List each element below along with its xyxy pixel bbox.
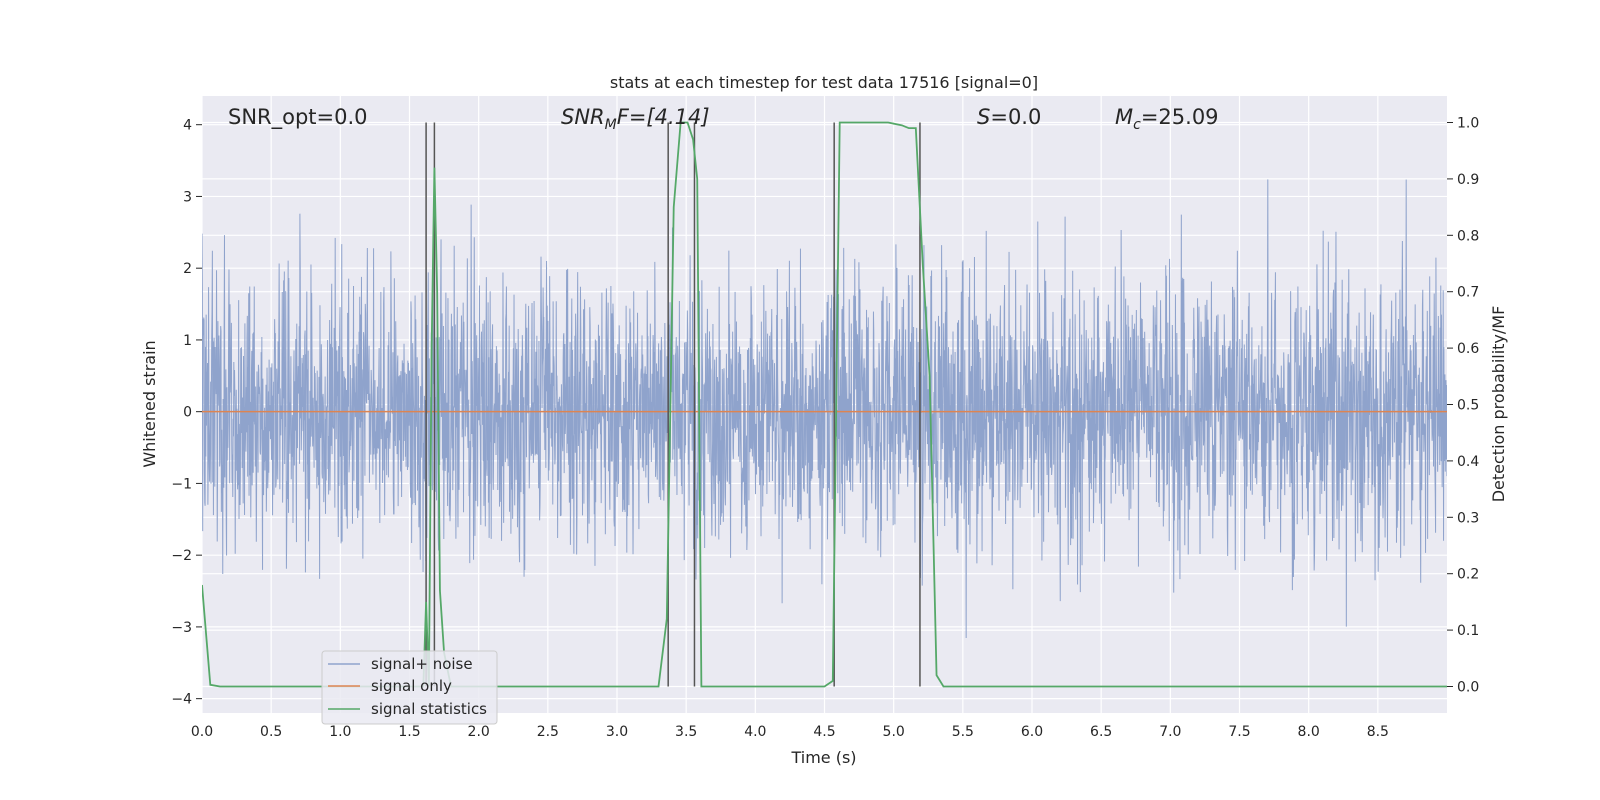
x-tick-label: 3.0 <box>606 724 628 740</box>
annotation-mc-main: M <box>1115 105 1133 129</box>
legend-label-signal-statistics: signal statistics <box>371 700 487 718</box>
y-left-tick-label: −1 <box>171 476 192 492</box>
chart-title: stats at each timestep for test data 175… <box>610 73 1038 92</box>
x-tick-label: 0.5 <box>260 724 282 740</box>
y-right-tick-label: 0.6 <box>1457 341 1479 357</box>
y-right-axis-ticks: 1.0 0.9 0.8 0.7 0.6 0.5 0.4 0.3 0.2 0.1 0.0 <box>1447 116 1479 695</box>
x-tick-label: 1.5 <box>398 724 420 740</box>
annotation-snr-mf-main: SNR <box>561 105 605 129</box>
x-tick-label: 4.0 <box>744 724 766 740</box>
x-tick-label: 8.5 <box>1367 724 1389 740</box>
y-left-axis-title: Whitened strain <box>140 340 159 467</box>
x-tick-label: 4.5 <box>813 724 835 740</box>
x-tick-label: 1.0 <box>329 724 351 740</box>
y-left-tick-label: −2 <box>171 548 192 564</box>
y-right-tick-label: 1.0 <box>1457 116 1479 132</box>
annotation-s-main: S <box>977 105 990 129</box>
x-tick-label: 8.0 <box>1298 724 1320 740</box>
y-right-tick-label: 0.4 <box>1457 454 1479 470</box>
y-right-tick-label: 0.5 <box>1457 398 1479 414</box>
y-right-tick-label: 0.9 <box>1457 172 1479 188</box>
y-right-tick-label: 0.7 <box>1457 285 1479 301</box>
series-signal-noise <box>202 179 1447 639</box>
x-axis-title: Time (s) <box>790 748 856 767</box>
x-tick-label: 0.0 <box>191 724 213 740</box>
y-left-tick-label: 2 <box>183 261 192 277</box>
annotation-mc-sub: c <box>1133 117 1141 133</box>
x-tick-label: 2.5 <box>537 724 559 740</box>
y-right-tick-label: 0.0 <box>1457 679 1479 695</box>
x-tick-label: 6.5 <box>1090 724 1112 740</box>
x-tick-label: 6.0 <box>1021 724 1043 740</box>
y-left-tick-label: 1 <box>183 333 192 349</box>
x-tick-label: 7.5 <box>1228 724 1250 740</box>
y-right-tick-label: 0.8 <box>1457 228 1479 244</box>
legend-box <box>321 650 498 725</box>
plot-area <box>202 121 1447 688</box>
y-right-tick-label: 0.2 <box>1457 567 1479 583</box>
y-left-tick-label: 4 <box>183 118 192 134</box>
annotation-s: S=0.0 <box>977 105 1041 129</box>
y-left-axis-ticks: 4 3 2 1 0 −1 −2 −3 −4 <box>171 118 202 708</box>
annotation-s-rest: =0.0 <box>990 105 1041 129</box>
y-right-tick-label: 0.1 <box>1457 623 1479 639</box>
annotation-snr-mf-sub: M <box>605 117 617 133</box>
y-right-tick-label: 0.3 <box>1457 510 1479 526</box>
y-left-tick-label: 3 <box>183 189 192 205</box>
x-tick-label: 3.5 <box>675 724 697 740</box>
x-tick-label: 2.0 <box>468 724 490 740</box>
annotation-mc: Mc=25.09 <box>1115 105 1219 133</box>
x-axis-ticks: 0.0 0.5 1.0 1.5 2.0 2.5 3.0 3.5 4.0 4.5 5.0 5.5 6.0 6… <box>191 724 1389 740</box>
annotation-mc-rest: =25.09 <box>1141 105 1219 129</box>
annotation-snr-mf-rest: F=[4.14] <box>617 105 710 129</box>
x-tick-label: 7.0 <box>1159 724 1181 740</box>
annotation-snr-opt: SNR_opt=0.0 <box>228 105 368 130</box>
legend-label-signal-noise: signal+ noise <box>371 655 473 673</box>
legend: signal+ noise signal only signal statist… <box>321 650 498 725</box>
x-tick-label: 5.5 <box>952 724 974 740</box>
x-tick-label: 5.0 <box>883 724 905 740</box>
y-left-tick-label: −4 <box>171 692 192 708</box>
annotation-snr-mf: SNRMF=[4.14] <box>561 105 710 133</box>
y-left-tick-label: 0 <box>183 405 192 421</box>
series-signal-statistics <box>202 121 1447 688</box>
legend-label-signal-only: signal only <box>371 677 452 695</box>
y-right-axis-title: Detection probability/MF <box>1489 306 1508 503</box>
y-left-tick-label: −3 <box>171 620 192 636</box>
